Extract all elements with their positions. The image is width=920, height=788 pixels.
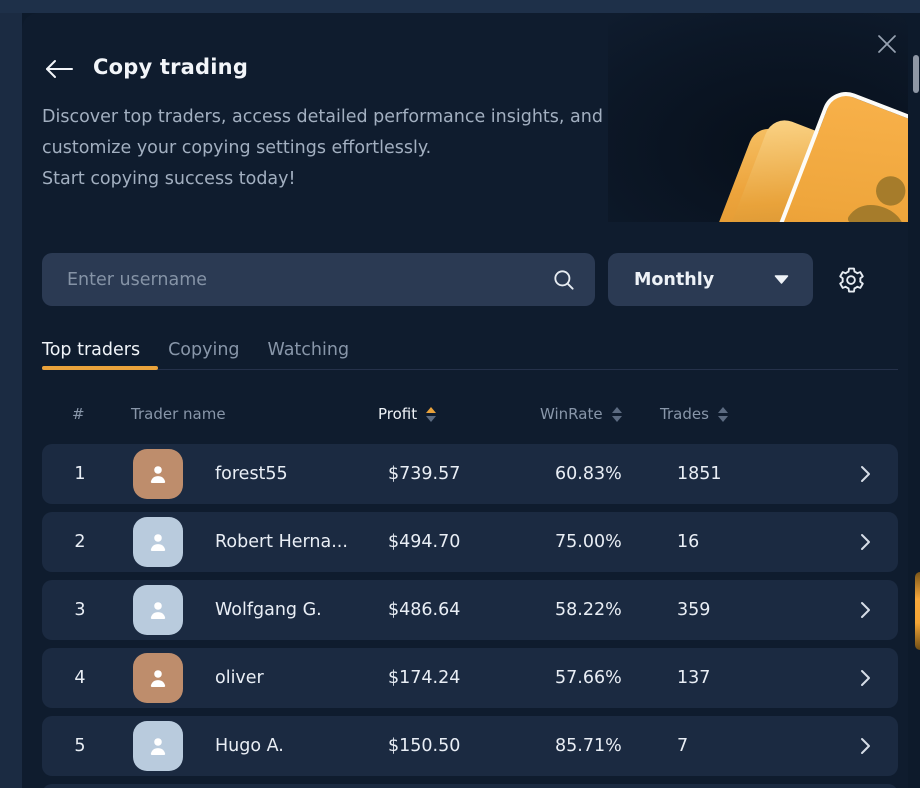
username-search <box>42 253 595 306</box>
background-page-top <box>0 0 920 13</box>
trader-name: Wolfgang G. <box>215 600 322 620</box>
profit-value: $174.24 <box>388 668 461 688</box>
trader-name: forest55 <box>215 464 288 484</box>
sort-arrows-icon <box>426 406 437 422</box>
chevron-right-icon[interactable] <box>854 463 876 485</box>
avatar <box>133 585 183 635</box>
back-button[interactable] <box>44 55 78 83</box>
table-row-partial[interactable] <box>42 784 898 788</box>
description-line: Start copying success today! <box>42 169 296 189</box>
rank: 1 <box>74 464 86 484</box>
column-profit-sort[interactable]: Profit <box>378 405 437 423</box>
search-input[interactable] <box>42 253 551 306</box>
table-row[interactable]: 1 forest55 $739.57 60.83% 1851 <box>42 444 898 504</box>
period-dropdown[interactable]: Monthly <box>608 253 813 306</box>
rank: 5 <box>74 736 86 756</box>
chevron-right-icon[interactable] <box>854 531 876 553</box>
trades-value: 1851 <box>677 464 722 484</box>
tabs-divider <box>42 369 898 370</box>
rank: 3 <box>74 600 86 620</box>
avatar <box>133 653 183 703</box>
sort-arrows-icon <box>611 406 622 422</box>
table-header: # Trader name Profit WinRate Trades <box>42 399 898 429</box>
sort-desc-icon <box>426 415 437 422</box>
person-icon <box>150 670 166 687</box>
background-orange-button-sliver <box>915 572 920 650</box>
profit-value: $150.50 <box>388 736 461 756</box>
hero-card-front <box>767 85 908 222</box>
page-title: Copy trading <box>93 55 249 79</box>
tab-watching[interactable]: Watching <box>267 340 350 360</box>
close-icon <box>878 35 896 53</box>
profit-value: $494.70 <box>388 532 461 552</box>
trader-name: Hugo A. <box>215 736 284 756</box>
person-icon <box>150 738 166 755</box>
person-icon <box>150 466 166 483</box>
trader-name: Robert Herna... <box>215 532 348 552</box>
avatar <box>133 517 183 567</box>
settings-button[interactable] <box>834 263 868 297</box>
avatar <box>133 449 183 499</box>
tab-top-traders[interactable]: Top traders <box>42 340 141 360</box>
trades-value: 359 <box>677 600 711 620</box>
column-winrate-sort[interactable]: WinRate <box>540 405 622 423</box>
winrate-value: 58.22% <box>555 600 622 620</box>
avatar <box>133 721 183 771</box>
active-tab-underline <box>42 366 158 370</box>
sort-asc-icon <box>611 406 622 413</box>
column-rank: # <box>72 405 85 423</box>
profit-value: $486.64 <box>388 600 461 620</box>
page-scrollbar-thumb[interactable] <box>913 55 919 93</box>
table-row[interactable]: 4 oliver $174.24 57.66% 137 <box>42 648 898 708</box>
rank: 2 <box>74 532 86 552</box>
sort-desc-icon <box>717 415 728 422</box>
person-icon <box>150 534 166 551</box>
traders-table-body: 1 forest55 $739.57 60.83% 1851 2 <box>42 444 898 788</box>
table-row[interactable]: 3 Wolfgang G. $486.64 58.22% 359 <box>42 580 898 640</box>
winrate-value: 57.66% <box>555 668 622 688</box>
tab-bar: Top traders Copying Watching <box>42 340 898 370</box>
modal-description: Discover top traders, access detailed pe… <box>42 102 662 195</box>
sort-desc-icon <box>611 415 622 422</box>
winrate-value: 60.83% <box>555 464 622 484</box>
period-dropdown-value: Monthly <box>634 269 715 290</box>
tab-copying[interactable]: Copying <box>168 340 240 360</box>
background-page-left <box>0 13 22 788</box>
rank: 4 <box>74 668 86 688</box>
search-icon[interactable] <box>551 267 577 293</box>
chevron-right-icon[interactable] <box>854 599 876 621</box>
table-row[interactable]: 2 Robert Herna... $494.70 75.00% 16 <box>42 512 898 572</box>
winrate-value: 85.71% <box>555 736 622 756</box>
description-line: Discover top traders, access detailed pe… <box>42 107 603 127</box>
close-button[interactable] <box>870 27 904 61</box>
hero-illustration <box>608 13 908 222</box>
column-trader-name: Trader name <box>131 405 226 423</box>
trader-name: oliver <box>215 668 264 688</box>
gear-icon <box>839 267 864 293</box>
sort-asc-icon <box>717 406 728 413</box>
trades-value: 16 <box>677 532 700 552</box>
person-icon <box>847 176 906 222</box>
description-line: customize your copying settings effortle… <box>42 138 432 158</box>
trades-value: 7 <box>677 736 689 756</box>
person-icon <box>150 602 166 619</box>
back-arrow-icon <box>46 60 73 78</box>
table-row[interactable]: 5 Hugo A. $150.50 85.71% 7 <box>42 716 898 776</box>
sort-asc-icon <box>426 406 437 413</box>
copy-trading-modal: Copy trading Discover top traders, acces… <box>22 13 908 788</box>
chevron-right-icon[interactable] <box>854 735 876 757</box>
sort-arrows-icon <box>717 406 728 422</box>
column-trades-sort[interactable]: Trades <box>660 405 728 423</box>
chevron-right-icon[interactable] <box>854 667 876 689</box>
winrate-value: 75.00% <box>555 532 622 552</box>
trades-value: 137 <box>677 668 711 688</box>
chevron-down-icon <box>774 275 789 284</box>
profit-value: $739.57 <box>388 464 461 484</box>
